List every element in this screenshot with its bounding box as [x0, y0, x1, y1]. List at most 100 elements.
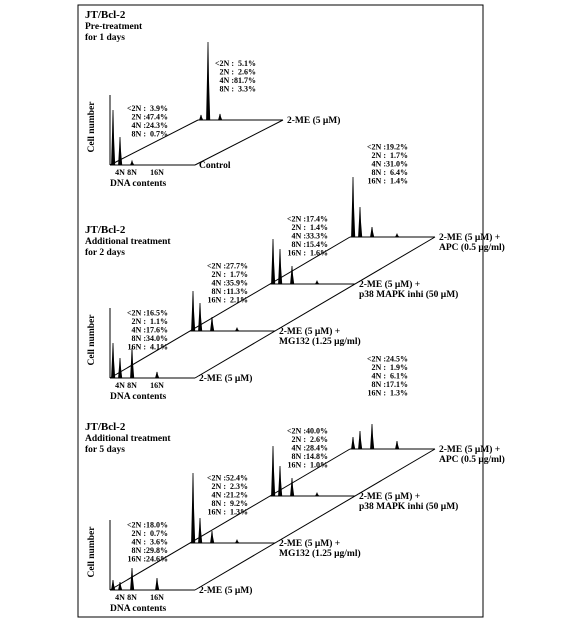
floor-line: [194, 448, 436, 591]
trace-label: 2-ME (5 μM) +: [359, 279, 420, 290]
stat-value: 2.1%: [230, 296, 248, 305]
stat-name: 16N :: [288, 249, 306, 258]
stat-name: <2N :: [215, 59, 234, 68]
stat-value: 6.1%: [390, 372, 408, 381]
stat-name: 8N :: [132, 130, 146, 139]
stat-value: 1.6%: [310, 249, 328, 258]
stat-name: <2N :: [287, 215, 306, 224]
stat-value: 1.3%: [390, 389, 408, 398]
stat-value: 3.9%: [150, 104, 168, 113]
panel-subtitle: Additional treatment: [85, 434, 171, 444]
stat-value: 1.3%: [230, 508, 248, 517]
stat-value: 81.7%: [234, 76, 256, 85]
stat-value: 14.8%: [306, 452, 328, 461]
panel-title: JT/Bcl-2: [85, 421, 126, 433]
stat-name: 16N :: [368, 389, 386, 398]
stat-name: 8N :: [292, 452, 306, 461]
stat-value: 0.7%: [150, 130, 168, 139]
stat-name: 4N :: [132, 121, 146, 130]
stat-name: 16N :: [208, 296, 226, 305]
trace-label: p38 MAPK inhi (50 μM): [359, 289, 458, 300]
stat-name: 4N :: [212, 491, 226, 500]
x-tick-label: 8N: [127, 381, 137, 390]
panel-subtitle: for 5 days: [85, 445, 125, 455]
stat-value: 21.2%: [226, 491, 248, 500]
panel-subtitle: Additional treatment: [85, 237, 171, 247]
stat-name: 4N :: [132, 326, 146, 335]
trace-label: 2-ME (5 μM): [287, 115, 340, 126]
histogram: [350, 176, 435, 238]
stat-value: 17.4%: [306, 215, 328, 224]
stat-value: 17.1%: [386, 380, 408, 389]
stat-name: 2N :: [132, 317, 146, 326]
stat-name: 4N :: [292, 232, 306, 241]
floor-line: [109, 236, 351, 379]
stat-name: 4N :: [212, 279, 226, 288]
trace-label: MG132 (1.25 μg/ml): [279, 548, 361, 559]
panel-subtitle: for 1 days: [85, 33, 125, 43]
trace-label: 2-ME (5 μM) +: [359, 491, 420, 502]
y-axis-label: Cell number: [87, 101, 97, 153]
stat-value: 2.6%: [238, 68, 256, 77]
stat-name: 16N :: [208, 508, 226, 517]
stat-value: 18.0%: [146, 521, 168, 530]
stat-value: 16.5%: [146, 309, 168, 318]
stat-name: 8N :: [132, 334, 146, 343]
stat-value: 2.3%: [230, 482, 248, 491]
y-axis-label: Cell number: [87, 314, 97, 366]
x-tick-label: 16N: [150, 593, 164, 602]
stat-value: 47.4%: [146, 113, 168, 122]
trace-label: APC (0.5 μg/ml): [439, 242, 505, 253]
stat-name: 8N :: [372, 380, 386, 389]
stat-name: 2N :: [220, 68, 234, 77]
stat-value: 40.0%: [306, 427, 328, 436]
floor-line: [109, 119, 199, 166]
trace-label: 2-ME (5 μM): [199, 373, 252, 384]
stat-value: 29.8%: [146, 546, 168, 555]
stat-name: 2N :: [372, 151, 386, 160]
stat-name: 2N :: [212, 482, 226, 491]
stat-value: 9.2%: [230, 499, 248, 508]
stat-name: <2N :: [207, 474, 226, 483]
stat-value: 1.7%: [230, 270, 248, 279]
x-tick-label: 4N: [115, 381, 125, 390]
x-tick-label: 4N: [115, 168, 125, 177]
histogram: [110, 567, 195, 591]
stat-value: 28.4%: [306, 444, 328, 453]
stat-name: <2N :: [127, 521, 146, 530]
stat-value: 3.3%: [238, 85, 256, 94]
x-axis-label: DNA contents: [110, 392, 167, 402]
panel-subtitle: Pre-treatment: [85, 22, 143, 32]
stat-name: 2N :: [292, 435, 306, 444]
trace-label: MG132 (1.25 μg/ml): [279, 336, 361, 347]
x-tick-label: 8N: [127, 593, 137, 602]
panel-title: JT/Bcl-2: [85, 9, 126, 21]
stat-name: 2N :: [132, 529, 146, 538]
stat-name: <2N :: [127, 104, 146, 113]
stat-name: 4N :: [372, 372, 386, 381]
stat-value: 6.4%: [390, 168, 408, 177]
stat-name: 8N :: [132, 546, 146, 555]
stat-name: 8N :: [292, 240, 306, 249]
floor-line: [194, 119, 284, 166]
stat-value: 33.3%: [306, 232, 328, 241]
stat-value: 17.6%: [146, 326, 168, 335]
stat-value: 1.1%: [150, 317, 168, 326]
stat-value: 1.0%: [310, 461, 328, 470]
stat-name: 16N :: [368, 177, 386, 186]
trace-label: 2-ME (5 μM) +: [439, 444, 500, 455]
stat-name: 2N :: [372, 363, 386, 372]
stat-name: 4N :: [292, 444, 306, 453]
trace-label: 2-ME (5 μM) +: [279, 538, 340, 549]
x-axis-label: DNA contents: [110, 179, 167, 189]
stat-name: 8N :: [212, 287, 226, 296]
stat-name: <2N :: [367, 143, 386, 152]
stat-name: 16N :: [128, 555, 146, 564]
histogram: [350, 423, 435, 450]
stat-value: 24.6%: [146, 555, 168, 564]
stat-name: 4N :: [372, 160, 386, 169]
stat-value: 34.0%: [146, 334, 168, 343]
stat-value: 15.4%: [306, 240, 328, 249]
